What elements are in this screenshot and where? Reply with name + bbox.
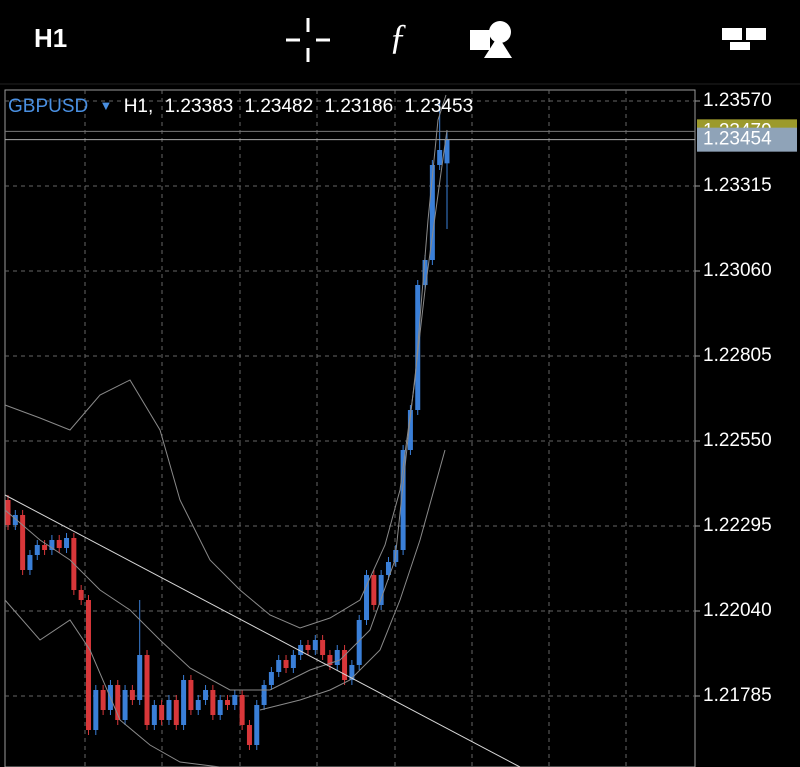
candle-body [305, 645, 311, 650]
candle-body [261, 685, 267, 705]
candle-body [12, 515, 18, 525]
candle-body [188, 680, 194, 710]
y-tick-label: 1.23570 [703, 90, 772, 111]
chart-header: GBPUSD ▼ H1, 1.23383 1.23482 1.23186 1.2… [8, 96, 473, 117]
candle-body [27, 555, 33, 570]
price-labels: 1.23570 1.23315 1.23060 1.22805 1.22550 1.222… [697, 90, 797, 706]
candle-body [144, 655, 150, 725]
candle-body [437, 150, 443, 165]
y-tick-label: 1.23060 [703, 260, 772, 281]
candle-body [49, 540, 55, 550]
candle-body [159, 705, 165, 720]
candle-body [320, 640, 326, 655]
candle-body [371, 575, 377, 605]
candle-body [151, 705, 157, 725]
candle-body [298, 645, 304, 655]
candle-body [173, 700, 179, 725]
candle-body [246, 725, 252, 745]
candle-body [283, 660, 289, 668]
indicators-button[interactable]: ƒ [389, 16, 407, 56]
header-high: 1.23482 [245, 96, 314, 117]
windows-button[interactable] [722, 28, 766, 50]
candle-body [422, 260, 428, 285]
y-tick-label: 1.22295 [703, 515, 772, 536]
candle-body [85, 600, 91, 730]
symbol-dropdown[interactable]: ▼ [100, 98, 113, 113]
candle-body [327, 655, 333, 665]
candle-body [268, 672, 274, 685]
candle-body [129, 690, 135, 700]
candle-body [378, 575, 384, 605]
candle-body [290, 655, 296, 668]
candle-body [166, 700, 172, 720]
candle-body [254, 705, 260, 745]
candle-body [342, 650, 348, 680]
candle-body [78, 590, 84, 600]
candle-body [356, 620, 362, 665]
candle-body [334, 650, 340, 665]
candle-body [444, 140, 450, 164]
candle-body [312, 640, 318, 650]
y-tick-label: 1.22040 [703, 600, 772, 621]
y-tick-label: 1.22550 [703, 430, 772, 451]
candle-body [137, 655, 143, 700]
candle-body [385, 562, 391, 575]
candle-body [217, 700, 223, 715]
candle-body [203, 690, 209, 700]
candle-body [349, 665, 355, 680]
candle-body [93, 690, 99, 730]
candle-body [195, 700, 201, 710]
candle-body [232, 695, 238, 705]
header-low: 1.23186 [324, 96, 393, 117]
price-label-box [697, 127, 797, 152]
y-tick-label: 1.21785 [703, 685, 772, 706]
candle-body [276, 660, 282, 672]
header-open: 1.23383 [165, 96, 234, 117]
bollinger-bands [4, 94, 448, 767]
candle-body [364, 575, 370, 620]
candle-body [239, 695, 245, 725]
candle-body [115, 685, 121, 720]
candle-body [64, 538, 70, 548]
candle-body [100, 690, 106, 710]
crosshair-button[interactable] [286, 18, 330, 62]
plot-border [4, 89, 696, 767]
candle-body [122, 690, 128, 720]
symbol[interactable]: GBPUSD [8, 96, 88, 117]
candle-body [225, 700, 230, 705]
candle-body [42, 545, 48, 550]
candle-body [407, 410, 413, 450]
candle-body [181, 680, 187, 725]
trend-line [4, 494, 521, 767]
candle-body [34, 545, 40, 555]
candle-body [56, 540, 62, 548]
price-label: 1.23454 [703, 129, 772, 150]
timeframe-button[interactable]: H1 [34, 23, 67, 53]
y-tick-label: 1.22805 [703, 345, 772, 366]
header-timeframe: H1, [124, 96, 154, 117]
candle-body [210, 690, 216, 715]
candle-body [20, 515, 26, 570]
candle-body [400, 450, 406, 550]
candle-body [429, 165, 435, 260]
header-close: 1.23453 [404, 96, 473, 117]
objects-button[interactable] [470, 21, 512, 58]
y-tick-label: 1.23315 [703, 175, 772, 196]
